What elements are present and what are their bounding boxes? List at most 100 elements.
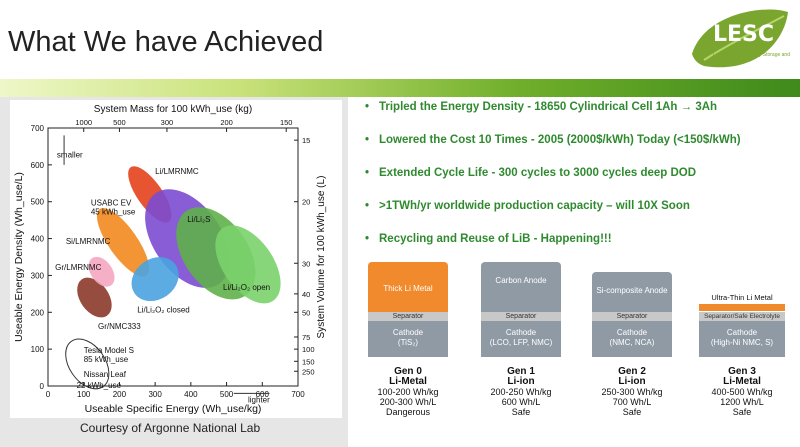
region-7 xyxy=(131,257,179,302)
gen3-description: Gen 3 Li-Metal 400-500 Wh/kg 1200 Wh/L S… xyxy=(697,366,787,418)
right-tick-label: 30 xyxy=(302,259,310,268)
gen1-anode: Carbon Anode xyxy=(481,262,561,312)
x-tick-label: 100 xyxy=(77,390,91,399)
gen2-cathode-material: (NMC, NCA) xyxy=(609,338,655,347)
gen2-density: 700 Wh/L xyxy=(612,397,652,407)
chart-annotation: Nissan Leaf xyxy=(84,370,127,379)
right-tick-label: 250 xyxy=(302,367,315,376)
x-tick-label: 700 xyxy=(291,390,305,399)
right-tick-label: 15 xyxy=(302,136,310,145)
gen3-name: Gen 3 xyxy=(728,366,756,377)
gen3-cathode: Cathode (High-Ni NMC, S) xyxy=(699,321,785,357)
chart-container: 0 100 200 300 400 500 600 700 0 100 200 300 400 500 60… xyxy=(10,100,342,418)
region-0 xyxy=(77,277,112,318)
region-8 xyxy=(65,338,110,390)
gen3-anode-label: Ultra-Thin Li Metal xyxy=(711,293,773,302)
achievement-list: Tripled the Energy Density - 18650 Cylin… xyxy=(365,100,795,265)
chart-annotation: lighter xyxy=(248,396,270,405)
y-tick-label: 500 xyxy=(31,198,45,207)
right-tick-label: 50 xyxy=(302,308,310,317)
gen0-description: Gen 0 Li-Metal 100-200 Wh/kg 200-300 Wh/… xyxy=(363,366,453,418)
credit-text: Courtesy of Argonne National Lab xyxy=(80,421,261,435)
chart-annotation: 85 kWh_use xyxy=(84,355,129,364)
gen3-separator: Separator/Safe Electrolyte xyxy=(699,312,785,321)
region-1 xyxy=(88,256,115,287)
gen3-density: 1200 Wh/L xyxy=(720,397,764,407)
x-tick-label: 200 xyxy=(113,390,127,399)
y2-axis-label: System Volume for 100 kWh_use (L) xyxy=(316,176,327,339)
logo-subtitle: Laboratory for Energy Storage and Conver… xyxy=(713,52,790,64)
gen0-specific: 100-200 Wh/kg xyxy=(377,387,439,397)
gen2-type: Li-ion xyxy=(618,376,646,387)
top-tick-label: 150 xyxy=(280,118,293,127)
top-tick-label: 1000 xyxy=(75,118,92,127)
gen1-specific: 200-250 Wh/kg xyxy=(490,387,552,397)
list-item: Recycling and Reuse of LiB - Happening!!… xyxy=(365,232,795,265)
logo-name: LESC xyxy=(713,22,775,47)
chart-annotation: 45 kWh_use xyxy=(91,208,136,217)
gen1-cathode-material: (LCO, LFP, NMC) xyxy=(489,338,553,347)
y-tick-label: 600 xyxy=(31,161,45,170)
list-item: Lowered the Cost 10 Times - 2005 (2000$/… xyxy=(365,133,795,166)
gen2-safety: Safe xyxy=(622,407,642,417)
gen2-cell-diagram: Si-composite Anode Separator Cathode (NM… xyxy=(592,262,672,357)
x-tick-label: 300 xyxy=(148,390,162,399)
chart-annotation: Si/LMRNMC xyxy=(66,237,111,246)
gen3-cathode-label: Cathode xyxy=(726,328,758,337)
gen1-name: Gen 1 xyxy=(507,366,535,377)
lesc-logo xyxy=(684,4,794,84)
y-tick-label: 0 xyxy=(40,382,45,391)
right-tick-label: 150 xyxy=(302,357,315,366)
x-tick-label: 500 xyxy=(220,390,234,399)
gen3-safety: Safe xyxy=(732,407,752,417)
chart-annotation: smaller xyxy=(57,150,83,159)
gen1-cathode: Cathode (LCO, LFP, NMC) xyxy=(481,321,561,357)
gen3-specific: 400-500 Wh/kg xyxy=(711,387,773,397)
right-tick-label: 20 xyxy=(302,198,310,207)
list-item: Extended Cycle Life - 300 cycles to 3000… xyxy=(365,166,795,199)
gen0-name: Gen 0 xyxy=(394,366,422,377)
gen2-specific: 250-300 Wh/kg xyxy=(601,387,663,397)
chart-annotation: Tesla Model S xyxy=(84,346,134,355)
gen0-cathode: Cathode (TiS₂) xyxy=(368,321,448,357)
chart-annotation: Gr/LMRNMC xyxy=(55,263,101,272)
gen1-separator: Separator xyxy=(481,312,561,321)
gen3-cathode-material: (High-Ni NMC, S) xyxy=(710,338,774,347)
x-tick-label: 600 xyxy=(256,390,270,399)
region-2 xyxy=(96,208,150,277)
gen1-safety: Safe xyxy=(511,407,531,417)
gen0-type: Li-Metal xyxy=(389,376,427,387)
right-tick-label: 75 xyxy=(302,333,310,342)
gen1-description: Gen 1 Li-ion 200-250 Wh/kg 600 Wh/L Safe xyxy=(476,366,566,418)
y-tick-label: 100 xyxy=(31,345,45,354)
top-tick-label: 300 xyxy=(161,118,174,127)
right-tick-label: 100 xyxy=(302,345,315,354)
gen0-safety: Dangerous xyxy=(385,407,431,417)
y-tick-label: 300 xyxy=(31,271,45,280)
x-axis-label: Useable Specific Energy (Wh_use/kg) xyxy=(85,403,262,415)
list-item: Tripled the Energy Density - 18650 Cylin… xyxy=(365,100,795,133)
region-6 xyxy=(215,225,281,304)
gen2-name: Gen 2 xyxy=(618,366,646,377)
list-item: >1TWh/yr worldwide production capacity –… xyxy=(365,199,795,232)
chart-annotation: Li/Li₂O₂ closed xyxy=(137,305,189,314)
top-tick-label: 200 xyxy=(220,118,233,127)
gen0-density: 200-300 Wh/L xyxy=(379,397,437,407)
gen2-description: Gen 2 Li-ion 250-300 Wh/kg 700 Wh/L Safe xyxy=(587,366,677,418)
x-tick-label: 400 xyxy=(184,390,198,399)
chart-annotation: Li/Li₂O₂ open xyxy=(223,283,270,292)
y-tick-label: 700 xyxy=(31,124,45,133)
right-tick-label: 40 xyxy=(302,290,310,299)
x-tick-label: 0 xyxy=(46,390,51,399)
gen2-separator: Separator xyxy=(592,312,672,321)
gen3-anode xyxy=(699,304,785,311)
gen0-cathode-label: Cathode xyxy=(392,328,424,337)
chart-annotation: Li/LMRNMC xyxy=(155,167,199,176)
y-axis-label: Useable Energy Density (Wh_use/L) xyxy=(13,172,25,342)
gen0-cathode-material: (TiS₂) xyxy=(397,338,419,347)
header-band xyxy=(0,79,800,97)
chart-annotation: Li/Li₂S xyxy=(187,215,210,224)
chart-annotation: Gr/NMC333 xyxy=(98,322,141,331)
gen3-cell-diagram: Ultra-Thin Li Metal Separator/Safe Elect… xyxy=(699,262,785,357)
gen2-cathode-label: Cathode xyxy=(616,328,648,337)
